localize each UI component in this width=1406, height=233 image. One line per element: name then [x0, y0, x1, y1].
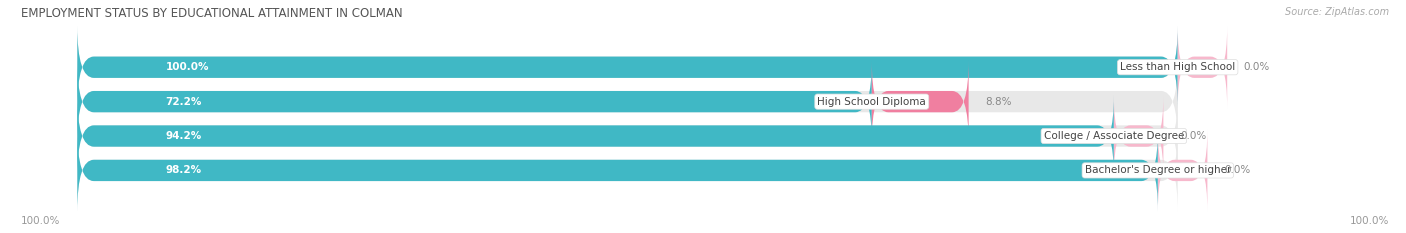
Text: 100.0%: 100.0%	[1350, 216, 1389, 226]
FancyBboxPatch shape	[1114, 95, 1163, 177]
FancyBboxPatch shape	[77, 130, 1159, 211]
Text: 94.2%: 94.2%	[166, 131, 201, 141]
Text: Source: ZipAtlas.com: Source: ZipAtlas.com	[1285, 7, 1389, 17]
Text: 8.8%: 8.8%	[986, 97, 1011, 107]
Text: 0.0%: 0.0%	[1180, 131, 1206, 141]
FancyBboxPatch shape	[77, 95, 1114, 177]
FancyBboxPatch shape	[872, 61, 969, 143]
Text: Bachelor's Degree or higher: Bachelor's Degree or higher	[1084, 165, 1232, 175]
FancyBboxPatch shape	[77, 61, 872, 143]
FancyBboxPatch shape	[1159, 130, 1208, 211]
Text: 100.0%: 100.0%	[166, 62, 209, 72]
Text: EMPLOYMENT STATUS BY EDUCATIONAL ATTAINMENT IN COLMAN: EMPLOYMENT STATUS BY EDUCATIONAL ATTAINM…	[21, 7, 402, 20]
FancyBboxPatch shape	[77, 26, 1178, 108]
FancyBboxPatch shape	[77, 26, 1178, 108]
Text: 0.0%: 0.0%	[1223, 165, 1250, 175]
FancyBboxPatch shape	[77, 95, 1178, 177]
FancyBboxPatch shape	[77, 61, 1178, 143]
Text: 72.2%: 72.2%	[166, 97, 201, 107]
Text: High School Diploma: High School Diploma	[817, 97, 927, 107]
Text: College / Associate Degree: College / Associate Degree	[1043, 131, 1184, 141]
Text: Less than High School: Less than High School	[1121, 62, 1236, 72]
Text: 98.2%: 98.2%	[166, 165, 201, 175]
Text: 0.0%: 0.0%	[1244, 62, 1270, 72]
FancyBboxPatch shape	[77, 130, 1178, 211]
Text: 100.0%: 100.0%	[21, 216, 60, 226]
FancyBboxPatch shape	[1178, 26, 1227, 108]
